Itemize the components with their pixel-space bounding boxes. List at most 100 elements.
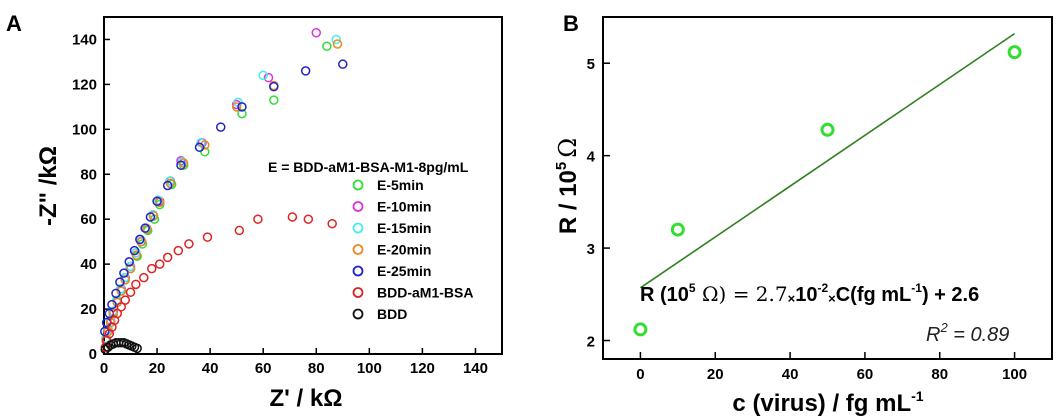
data-point: [145, 212, 156, 222]
panel-a-y-axis-title: -Z" /kΩ: [35, 146, 62, 226]
legend-marker: [352, 222, 364, 234]
data-point: [202, 232, 213, 242]
data-point: [131, 279, 141, 290]
data-point: [311, 27, 322, 38]
data-point: [194, 142, 205, 153]
data-point: [338, 59, 348, 69]
b-ylabel-sup: 5: [553, 162, 570, 170]
y-tick-label: 20: [80, 301, 97, 318]
panel-a-plot-frame: [103, 16, 503, 355]
data-point: [200, 140, 210, 150]
series-e-25min: [100, 59, 348, 337]
legend-marker: [352, 265, 364, 277]
data-point: [115, 277, 125, 287]
fit-equation: R (105 Ω) = 2.7×10-2×C(fg mL-1) + 2.6: [640, 281, 979, 306]
data-point: [258, 70, 268, 81]
y-tick-label: 2: [587, 334, 595, 351]
legend-label: BDD: [377, 306, 407, 322]
legend-label: E-5min: [377, 177, 424, 193]
data-point: [132, 343, 142, 354]
data-point: [120, 295, 130, 305]
b-xlabel-main: c (virus) / fg mL: [732, 390, 911, 417]
y-tick-label: 40: [80, 256, 97, 273]
legend-label: E-25min: [377, 263, 431, 279]
panel-a: A 0 20 40 60 80 100 120 140 0 20 40 60 80 100 120 140 E…: [6, 11, 503, 412]
fit-line: [639, 32, 1016, 289]
panel-b-data: [633, 32, 1022, 337]
r2-rest: = 0.89: [948, 324, 1010, 346]
legend-label: E-10min: [377, 199, 431, 215]
data-point: [124, 257, 134, 267]
data-point: [269, 95, 279, 105]
data-point: [332, 39, 343, 49]
data-point: [1007, 45, 1022, 60]
legend-marker: [352, 179, 364, 191]
data-point: [176, 156, 186, 166]
y-tick-label: 120: [72, 76, 97, 93]
legend-label: BDD-aM1-BSA: [377, 285, 473, 301]
data-point: [287, 212, 298, 222]
data-point: [108, 308, 119, 319]
data-point: [107, 299, 117, 310]
r2-sup: 2: [939, 320, 948, 335]
data-point: [178, 158, 189, 168]
x-tick-label: 80: [308, 360, 325, 377]
series-e-20min: [101, 39, 343, 346]
data-point: [162, 180, 173, 191]
eq-times-2: ×: [828, 291, 836, 306]
y-tick-label: 80: [80, 166, 97, 183]
x-tick-label: 60: [857, 366, 874, 383]
data-point: [633, 322, 648, 337]
b-ylabel-unit: Ω: [554, 138, 582, 158]
y-tick-label: 140: [72, 31, 97, 48]
data-point: [131, 250, 142, 260]
legend-marker: [352, 308, 364, 320]
eq-omega-part: Ω) = 2.7: [696, 282, 788, 306]
x-tick-label: 80: [931, 366, 948, 383]
panel-b-x-axis-title: c (virus) / fg mL-1: [732, 388, 923, 417]
series-e-15min: [101, 34, 341, 344]
data-point: [231, 102, 242, 112]
data-point: [119, 268, 129, 278]
data-point: [136, 236, 147, 247]
data-point: [184, 239, 194, 249]
data-point: [820, 122, 835, 137]
eq-conc-part: C(fg mL: [836, 284, 912, 306]
x-tick-label: 0: [636, 366, 644, 383]
data-point: [237, 108, 247, 119]
eq-lead: R (10: [640, 284, 689, 306]
data-point: [300, 66, 311, 76]
x-tick-label: 20: [707, 366, 724, 383]
legend-title: E = BDD-aM1-BSA-M1-8pg/mL: [268, 159, 469, 175]
r2-r: R: [926, 324, 940, 346]
x-tick-label: 20: [149, 360, 166, 377]
panel-b-y-axis-title: R / 105 Ω: [553, 138, 582, 234]
eq-ten: 10: [795, 284, 817, 306]
data-point: [120, 275, 130, 285]
y-tick-label: 4: [587, 149, 596, 166]
eq-sup-5: 5: [689, 281, 696, 295]
x-tick-label: 140: [463, 360, 488, 377]
data-point: [173, 245, 184, 256]
data-point: [139, 272, 149, 283]
data-point: [263, 72, 274, 83]
legend-marker: [352, 201, 364, 212]
eq-sup-neg2: -2: [817, 281, 828, 295]
legend-marker: [352, 287, 364, 298]
panel-b-plot-frame: [602, 16, 1053, 360]
panel-b-ticks: 0 20 40 60 80 100 2 3 4 5: [587, 56, 1027, 383]
data-point: [331, 34, 341, 45]
eq-times-1: ×: [788, 291, 796, 306]
x-tick-label: 40: [782, 366, 799, 383]
data-point: [140, 223, 150, 233]
panel-a-x-axis-title: Z' / kΩ: [270, 385, 343, 412]
data-point: [162, 252, 173, 263]
panel-b-letter: B: [563, 11, 579, 36]
data-point: [154, 259, 165, 269]
data-point: [322, 41, 332, 51]
data-point: [111, 288, 121, 299]
panel-a-letter: A: [6, 11, 22, 36]
data-point: [269, 81, 279, 92]
